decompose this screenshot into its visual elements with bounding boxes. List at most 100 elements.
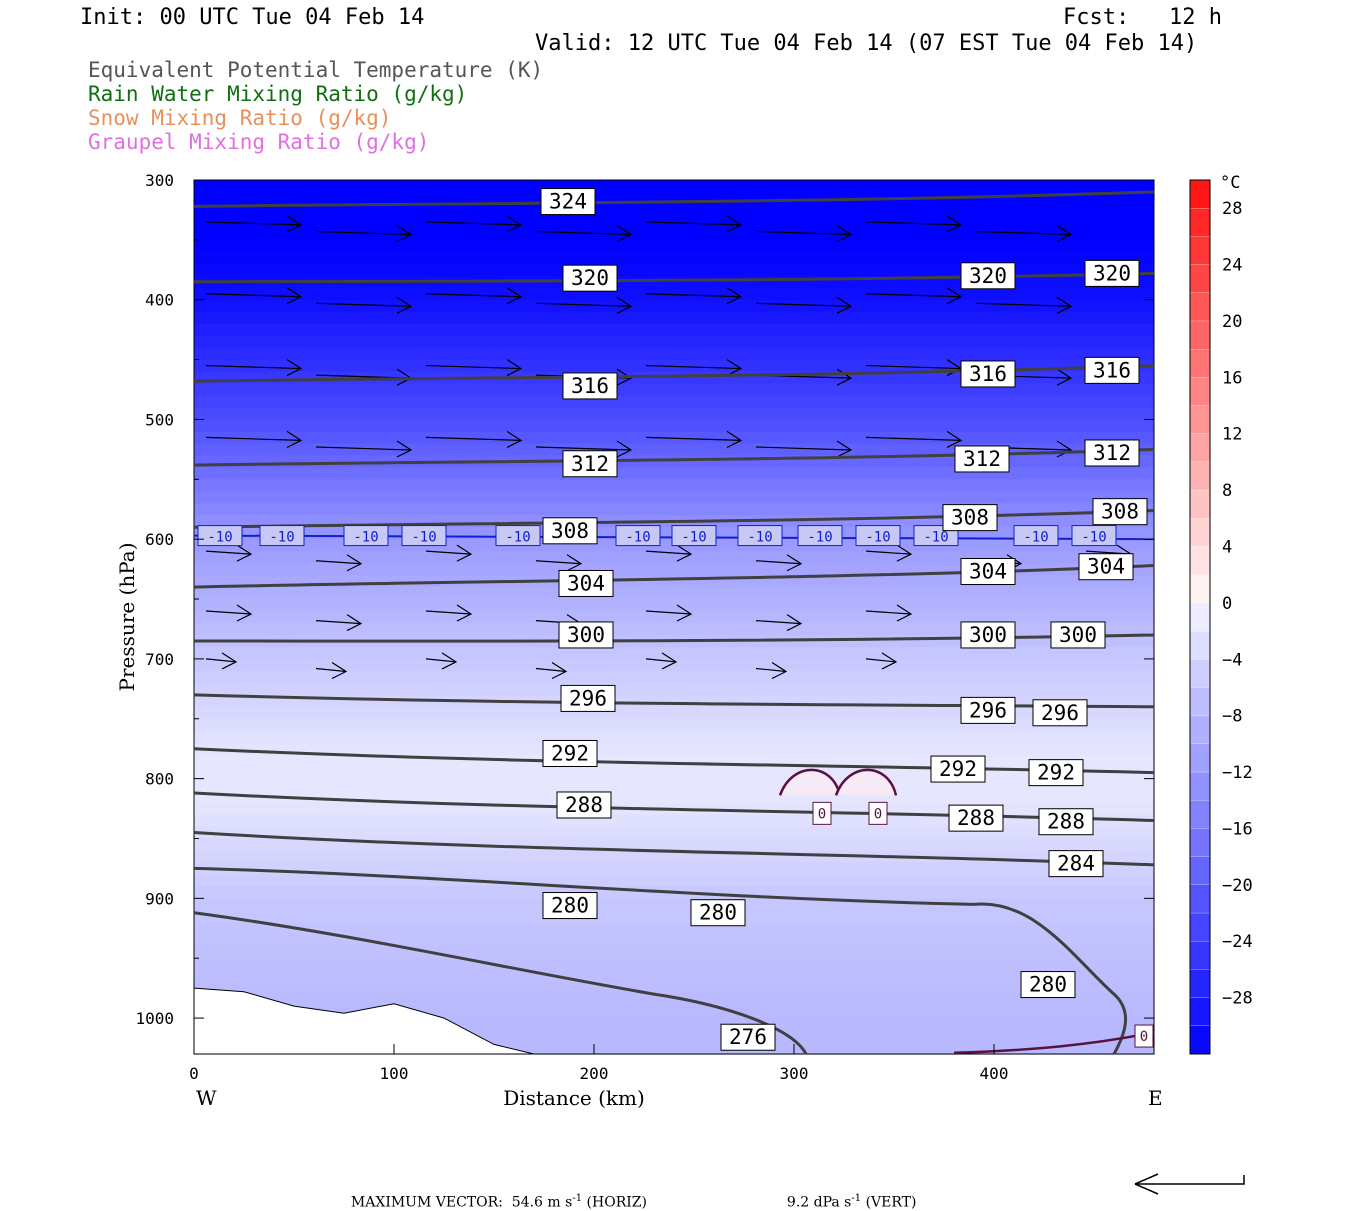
isotherm-label: -10 [923, 530, 948, 546]
y-axis-label: Pressure (hPa) [115, 543, 139, 692]
theta-e-label-box [1048, 850, 1104, 878]
colorbar-tick-label: 12 [1222, 425, 1242, 445]
isotherm-label: -10 [353, 530, 378, 546]
plot-frame [193, 179, 1155, 1055]
theta-e-label: 300 [969, 623, 1007, 647]
temperature-band [194, 958, 1154, 971]
wind-vector [645, 287, 743, 305]
temperature-band [194, 180, 1154, 193]
temperature-band [194, 323, 1154, 337]
theta-e-label-box [1050, 621, 1106, 649]
theta-e-contour [193, 747, 1155, 775]
theta-e-label: 284 [1057, 852, 1095, 876]
wind-vector [315, 554, 363, 572]
x-axis-label: Distance (km) [503, 1086, 645, 1110]
theta-e-contour [193, 508, 1155, 529]
theta-e-label-box [690, 899, 746, 927]
wind-vector [645, 215, 743, 233]
legend-graupel: Graupel Mixing Ratio (g/kg) [88, 130, 430, 154]
colorbar-tick-label: −16 [1222, 819, 1253, 839]
temperature-band [194, 922, 1154, 935]
theta-e-label: 292 [939, 757, 977, 781]
legend-theta-e: Equivalent Potential Temperature (K) [88, 58, 544, 82]
colorbar-segment [1189, 997, 1211, 1027]
theta-e-label-box [542, 892, 598, 920]
colorbar-frame [1189, 179, 1211, 1055]
theta-e-label: 308 [951, 506, 989, 530]
temperature-band [194, 814, 1154, 828]
isotherm-label-box [737, 525, 783, 547]
theta-e-label-box [930, 755, 986, 783]
colorbar-segment [1189, 969, 1211, 999]
wind-vector [315, 440, 413, 458]
colorbar-segment [1189, 743, 1211, 773]
valid-time: Valid: 12 UTC Tue 04 Feb 14 (07 EST Tue … [535, 31, 1198, 56]
wind-vector [205, 215, 303, 233]
temperature-band [194, 910, 1154, 923]
isotherm-label: -10 [1081, 530, 1106, 546]
theta-e-label: 312 [1093, 441, 1131, 465]
isotherm-label-box [197, 525, 243, 547]
wind-vector [645, 652, 678, 670]
wind-vector [205, 287, 303, 305]
y-tick-label: 400 [145, 291, 174, 310]
temperature-band [194, 946, 1154, 959]
wind-vector [315, 224, 413, 243]
temperature-band [194, 383, 1154, 397]
temperature-band [194, 754, 1154, 768]
isotherm-label-box [1071, 525, 1117, 547]
theta-e-contour [193, 447, 1155, 467]
colorbar-tick-label: 24 [1222, 256, 1242, 276]
wind-vector [645, 604, 693, 622]
isotherm-label: -10 [411, 530, 436, 546]
colorbar-tick-label: −8 [1222, 707, 1242, 727]
theta-e-label: 292 [1037, 761, 1075, 785]
theta-e-contour [193, 831, 1155, 867]
temperature-band [194, 706, 1154, 720]
rain-water-label: 0 [818, 806, 826, 822]
x-tick-label: 400 [980, 1064, 1009, 1083]
theta-e-label-box [1020, 971, 1076, 999]
wind-vector [425, 544, 473, 562]
colorbar-segment [1189, 518, 1211, 548]
theta-e-label-box [542, 517, 598, 545]
theta-e-label: 288 [565, 793, 603, 817]
temperature-band [194, 335, 1154, 349]
colorbar-segment [1189, 771, 1211, 801]
wind-vector [205, 652, 238, 670]
theta-e-contour [193, 791, 1155, 823]
isotherm-label-box [343, 525, 389, 547]
max-vector-label: MAXIMUM VECTOR: [350, 1194, 503, 1211]
theta-e-label: 292 [551, 741, 589, 765]
y-tick-label: 500 [145, 410, 174, 429]
temperature-band [194, 491, 1154, 504]
isotherm-label: -10 [505, 530, 530, 546]
colorbar-segment [1189, 941, 1211, 971]
temperature-band [194, 658, 1154, 672]
temperature-band [194, 646, 1154, 660]
colorbar-tick-label: 28 [1222, 199, 1242, 219]
rain-water-label-box [812, 801, 832, 825]
colorbar-tick-label: 4 [1222, 538, 1232, 558]
isotherm-label: -10 [865, 530, 890, 546]
wind-vector [425, 359, 523, 377]
rain-water-label: 0 [874, 806, 882, 822]
rain-water-contour [834, 768, 898, 796]
theta-e-label-box [562, 264, 618, 292]
temperature-band [194, 575, 1154, 588]
isotherm-label-box [855, 525, 901, 547]
colorbar-segment [1189, 405, 1211, 435]
colorbar-segment [1189, 264, 1211, 294]
wind-vector [645, 430, 743, 448]
max-vector-vert: 9.2 dPa s [786, 1194, 852, 1211]
colorbar-segment [1189, 349, 1211, 379]
theta-e-label-box [562, 372, 618, 400]
y-tick-label: 900 [145, 889, 174, 908]
colorbar-tick-label: −20 [1222, 876, 1253, 896]
colorbar-segment [1189, 912, 1211, 942]
temperature-band [194, 778, 1154, 792]
theta-e-label: 320 [1093, 261, 1131, 285]
temperature-band [194, 838, 1154, 852]
theta-e-label: 320 [969, 264, 1007, 288]
footer-max-vector: MAXIMUM VECTOR: 54.6 m s-1 (HORIZ) [342, 1177, 647, 1211]
